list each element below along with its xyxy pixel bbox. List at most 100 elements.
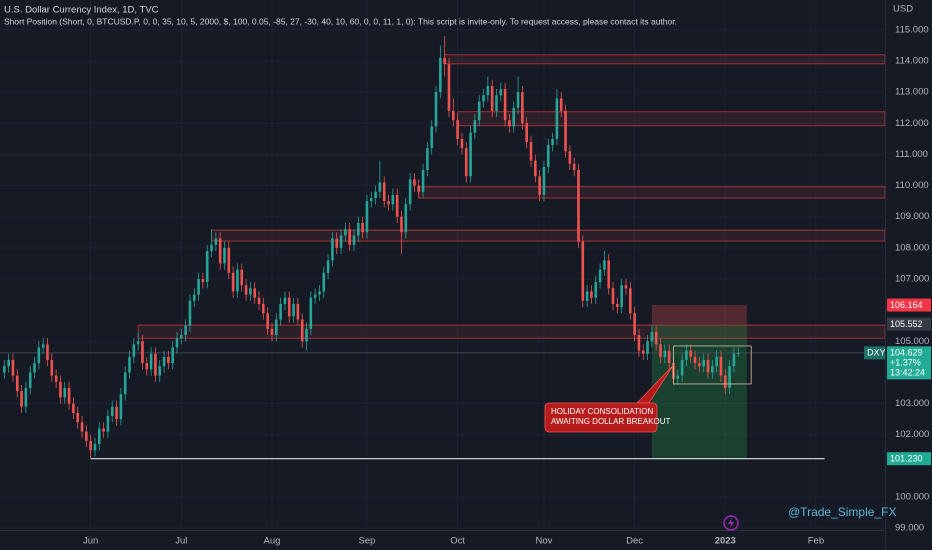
last-price-label: 104.629 (890, 348, 923, 358)
candle-body (525, 123, 528, 142)
candle-body (654, 331, 658, 345)
candle-body (192, 294, 196, 301)
candle-body (132, 344, 136, 357)
price-badge (887, 298, 931, 312)
candle-body (201, 279, 205, 283)
candle-body (719, 356, 723, 376)
candle-body (391, 194, 395, 205)
candle-body (559, 98, 563, 111)
candle-body (50, 359, 54, 376)
alert-icon[interactable] (723, 515, 739, 531)
x-tick-label: Jun (83, 536, 98, 547)
currency-label: USD (893, 4, 913, 15)
candle-body (400, 216, 403, 233)
candle-body (516, 92, 520, 108)
candle-body (451, 110, 455, 121)
candle-body (715, 356, 718, 367)
y-tick-label: 114.000 (895, 56, 929, 67)
candle-body (136, 341, 140, 345)
candle-body (218, 238, 222, 264)
candle-body (89, 440, 92, 451)
candle-body (650, 331, 654, 342)
candle-body (279, 303, 282, 320)
candle-body (680, 359, 684, 376)
x-tick-label: Nov (535, 536, 552, 547)
candle-body (676, 375, 680, 379)
candle-body (607, 260, 611, 289)
candle-body (641, 350, 645, 354)
candle-body (486, 85, 490, 96)
candle-body (361, 222, 364, 233)
candle-body (667, 350, 671, 364)
candle-body (115, 406, 118, 420)
y-tick-label: 99.000 (895, 523, 924, 534)
candle-body (555, 98, 559, 139)
candle-body (374, 191, 377, 199)
candle-body (331, 238, 334, 261)
candle-body (378, 182, 382, 192)
candle-body (546, 145, 550, 167)
candle-body (434, 92, 438, 127)
candle-body (188, 300, 192, 326)
price-badge-label: 106.164 (890, 300, 923, 310)
candle-body (59, 381, 62, 398)
candle-body (426, 148, 429, 171)
candle-body (581, 241, 585, 301)
candle-body (287, 297, 291, 317)
price-badge-label: 105.552 (890, 319, 923, 329)
candle-body (266, 313, 269, 329)
candle-body (633, 313, 636, 336)
candle-body (93, 444, 97, 451)
plot-area (0, 0, 885, 530)
candle-body (495, 95, 498, 111)
candle-body (15, 375, 19, 392)
candle-body (11, 359, 15, 376)
candle-body (464, 148, 468, 177)
candle-body (335, 238, 339, 248)
candle-body (344, 229, 347, 236)
candle-body (421, 170, 425, 192)
candle-body (706, 359, 710, 373)
candle-body (119, 394, 123, 420)
resistance-zone (418, 186, 885, 199)
candle-body (184, 325, 187, 336)
candle-body (698, 363, 701, 367)
candle-body (300, 319, 304, 342)
x-tick-label: 2023 (715, 536, 736, 547)
x-tick-label: Sep (358, 536, 375, 547)
candle-body (572, 163, 576, 171)
y-tick-label: 110.000 (895, 180, 929, 191)
candle-body (214, 238, 218, 245)
candle-body (369, 198, 373, 202)
candle-body (305, 328, 308, 342)
candle-body (67, 388, 71, 404)
y-tick-label: 100.000 (895, 492, 929, 503)
candle-body (551, 138, 554, 146)
price-badge-label: 101.230 (890, 454, 923, 464)
symbol-badge (864, 346, 885, 360)
candle-body (102, 428, 105, 432)
candle-body (145, 363, 149, 370)
icon-bolt (728, 518, 734, 528)
y-tick-label: 112.000 (895, 118, 929, 129)
candle-body (728, 366, 731, 389)
stop-zone (651, 305, 747, 325)
x-tick-label: Dec (626, 536, 643, 547)
candle-body (482, 95, 485, 102)
y-tick-label: 115.000 (895, 24, 929, 35)
candle-body (529, 141, 533, 161)
candle-body (154, 353, 157, 376)
candle-body (620, 285, 623, 308)
candle-body (162, 356, 166, 367)
y-tick-label: 108.000 (895, 242, 929, 253)
candle-body (240, 269, 244, 286)
candle-body (205, 250, 209, 283)
candle-body (85, 431, 88, 441)
candle-body (231, 272, 235, 292)
candle-body (63, 388, 67, 398)
candle-body (503, 89, 507, 121)
price-badge (887, 452, 931, 466)
x-tick-label: Jul (175, 536, 187, 547)
icon-ring (723, 515, 739, 531)
